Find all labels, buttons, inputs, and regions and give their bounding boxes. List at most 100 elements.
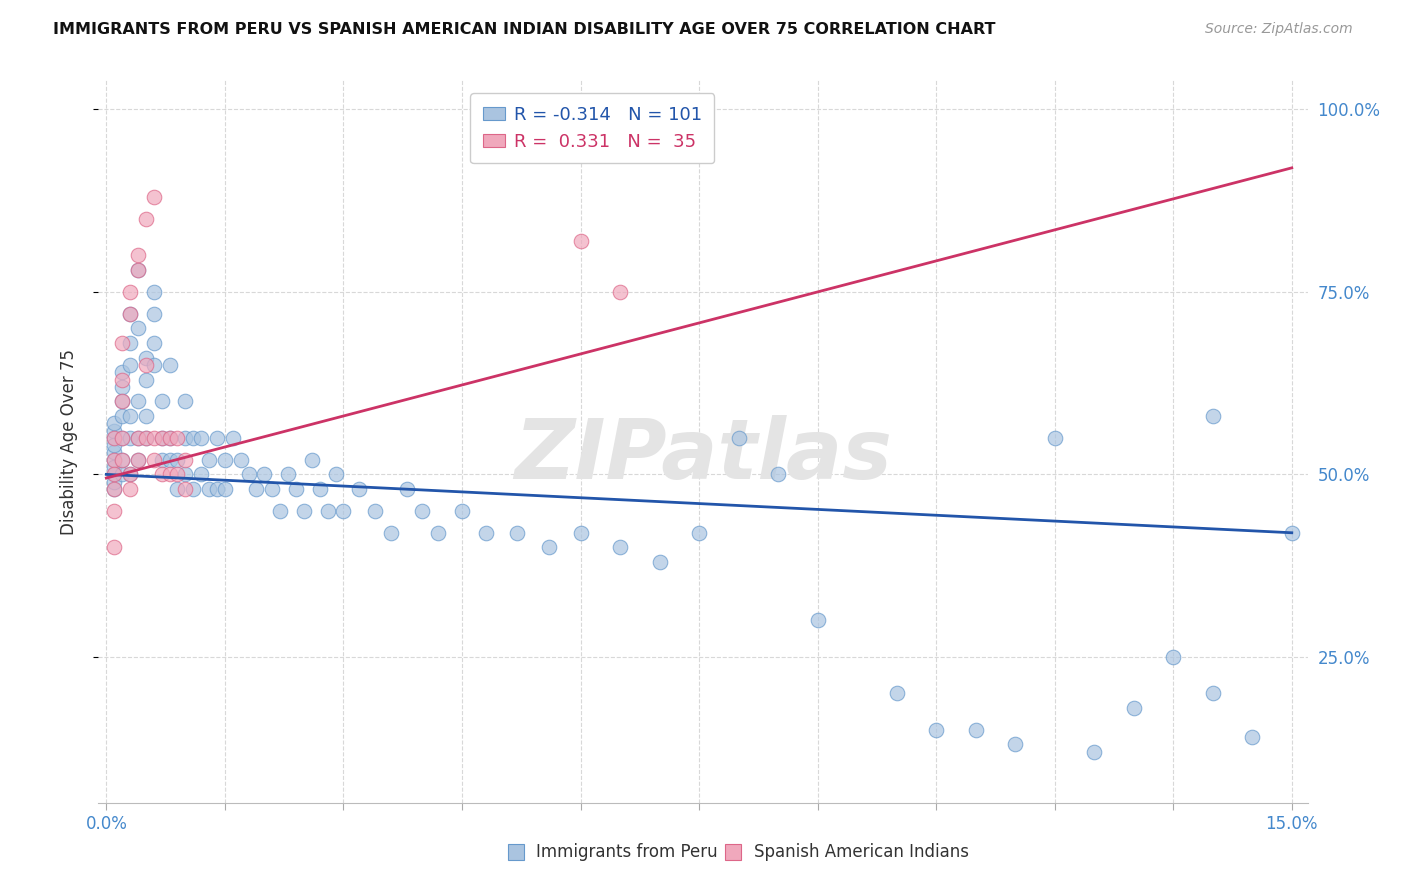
Point xyxy=(111,394,134,409)
Point xyxy=(380,525,402,540)
Point xyxy=(111,380,134,394)
Point xyxy=(1241,730,1264,744)
Point xyxy=(103,467,125,482)
Point xyxy=(111,452,134,467)
Point xyxy=(127,248,149,262)
Point xyxy=(118,358,141,372)
Point xyxy=(111,409,134,423)
Point xyxy=(111,431,134,445)
Point xyxy=(190,431,212,445)
Point xyxy=(395,482,418,496)
Point xyxy=(103,482,125,496)
Point xyxy=(103,431,125,445)
Point xyxy=(1043,431,1066,445)
Point xyxy=(238,467,260,482)
Point xyxy=(166,482,188,496)
Point xyxy=(127,431,149,445)
Point xyxy=(308,482,330,496)
Point xyxy=(127,452,149,467)
Point xyxy=(142,307,165,321)
Point xyxy=(174,467,197,482)
Point xyxy=(205,482,228,496)
Point xyxy=(142,190,165,204)
Point xyxy=(451,504,474,518)
Point xyxy=(103,452,125,467)
Y-axis label: Disability Age Over 75: Disability Age Over 75 xyxy=(59,349,77,534)
Point xyxy=(411,504,433,518)
Point xyxy=(118,285,141,299)
Point xyxy=(159,452,181,467)
Point xyxy=(142,285,165,299)
Point xyxy=(103,475,125,489)
Point xyxy=(166,452,188,467)
Point xyxy=(427,525,450,540)
Point xyxy=(127,321,149,335)
Text: Immigrants from Peru: Immigrants from Peru xyxy=(536,843,717,861)
Point xyxy=(111,452,134,467)
Point xyxy=(1202,409,1225,423)
Point xyxy=(766,467,789,482)
Point xyxy=(127,452,149,467)
Point xyxy=(688,525,710,540)
Point xyxy=(506,525,529,540)
Point xyxy=(103,452,125,467)
Point xyxy=(135,409,157,423)
Point xyxy=(159,358,181,372)
Point xyxy=(214,482,236,496)
Point xyxy=(262,482,284,496)
Point xyxy=(135,351,157,365)
Point xyxy=(103,504,125,518)
Point xyxy=(118,307,141,321)
Legend: R = -0.314   N = 101, R =  0.331   N =  35: R = -0.314 N = 101, R = 0.331 N = 35 xyxy=(470,93,714,163)
Point xyxy=(103,445,125,459)
Point xyxy=(166,467,188,482)
Point xyxy=(118,431,141,445)
Point xyxy=(347,482,370,496)
Point xyxy=(135,211,157,226)
Point xyxy=(925,723,948,737)
Point xyxy=(159,467,181,482)
Point xyxy=(135,372,157,386)
Point xyxy=(569,234,592,248)
Point xyxy=(103,460,125,475)
Point xyxy=(965,723,987,737)
Point xyxy=(150,431,173,445)
Point xyxy=(214,452,236,467)
Point xyxy=(135,358,157,372)
Point xyxy=(301,452,323,467)
Point xyxy=(269,504,291,518)
Point xyxy=(150,452,173,467)
Point xyxy=(205,431,228,445)
Point xyxy=(229,452,252,467)
Text: Spanish American Indians: Spanish American Indians xyxy=(754,843,969,861)
Point xyxy=(174,452,197,467)
Point xyxy=(142,336,165,351)
Point xyxy=(198,452,221,467)
Point xyxy=(118,467,141,482)
Point xyxy=(118,482,141,496)
Point xyxy=(316,504,339,518)
Point xyxy=(174,431,197,445)
Point xyxy=(111,365,134,379)
Point xyxy=(648,555,671,569)
Point xyxy=(807,613,830,627)
Point xyxy=(886,686,908,700)
Point xyxy=(1122,701,1144,715)
Point xyxy=(181,482,204,496)
Point xyxy=(1083,745,1105,759)
Point xyxy=(727,431,749,445)
Point xyxy=(118,409,141,423)
Point xyxy=(118,467,141,482)
Point xyxy=(1281,525,1303,540)
Point xyxy=(127,394,149,409)
Point xyxy=(285,482,308,496)
Point xyxy=(135,431,157,445)
Point xyxy=(245,482,267,496)
Point xyxy=(253,467,276,482)
Point xyxy=(190,467,212,482)
Point xyxy=(292,504,315,518)
Point xyxy=(127,263,149,277)
Point xyxy=(159,431,181,445)
Point xyxy=(150,467,173,482)
Point xyxy=(118,307,141,321)
